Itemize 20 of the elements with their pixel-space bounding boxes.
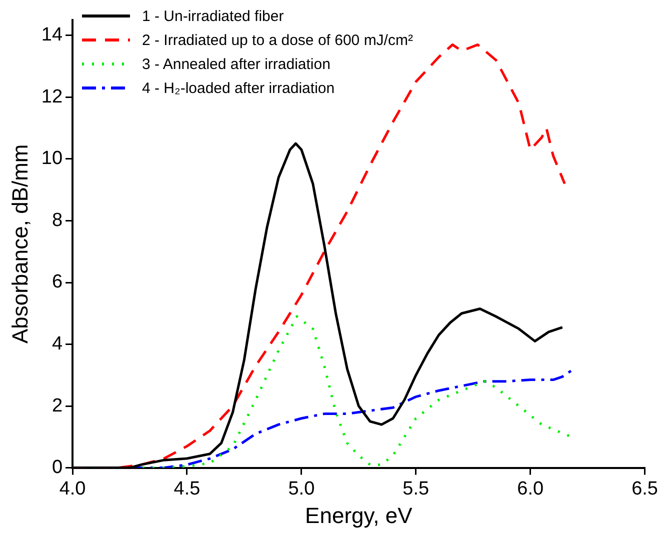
x-axis-title: Energy, eV bbox=[305, 502, 413, 528]
x-tick-label: 6.0 bbox=[517, 478, 544, 500]
legend-label: 1 - Un-irradiated fiber bbox=[142, 8, 284, 24]
x-tick-label: 5.0 bbox=[288, 478, 315, 500]
x-tick-label: 4.5 bbox=[174, 478, 200, 500]
legend-label: 4 - H₂-loaded after irradiation bbox=[142, 80, 335, 96]
y-tick-label: 4 bbox=[52, 334, 63, 355]
y-tick-label: 8 bbox=[52, 210, 63, 231]
x-tick-label: 6.5 bbox=[632, 478, 658, 500]
y-tick-label: 0 bbox=[52, 457, 63, 478]
y-tick-label: 2 bbox=[52, 395, 63, 416]
y-axis-title: Absorbance, dB/mm bbox=[7, 144, 32, 344]
y-tick-label: 6 bbox=[52, 272, 63, 293]
y-tick-label: 10 bbox=[41, 148, 63, 170]
y-tick-label: 12 bbox=[41, 86, 63, 108]
x-tick-label: 4.0 bbox=[59, 478, 86, 500]
legend-label: 3 - Annealed after irradiation bbox=[142, 56, 330, 72]
y-tick-label: 14 bbox=[41, 24, 63, 46]
x-tick-label: 5.5 bbox=[402, 478, 430, 500]
legend-label: 2 - Irradiated up to a dose of 600 mJ/cm² bbox=[142, 32, 413, 48]
